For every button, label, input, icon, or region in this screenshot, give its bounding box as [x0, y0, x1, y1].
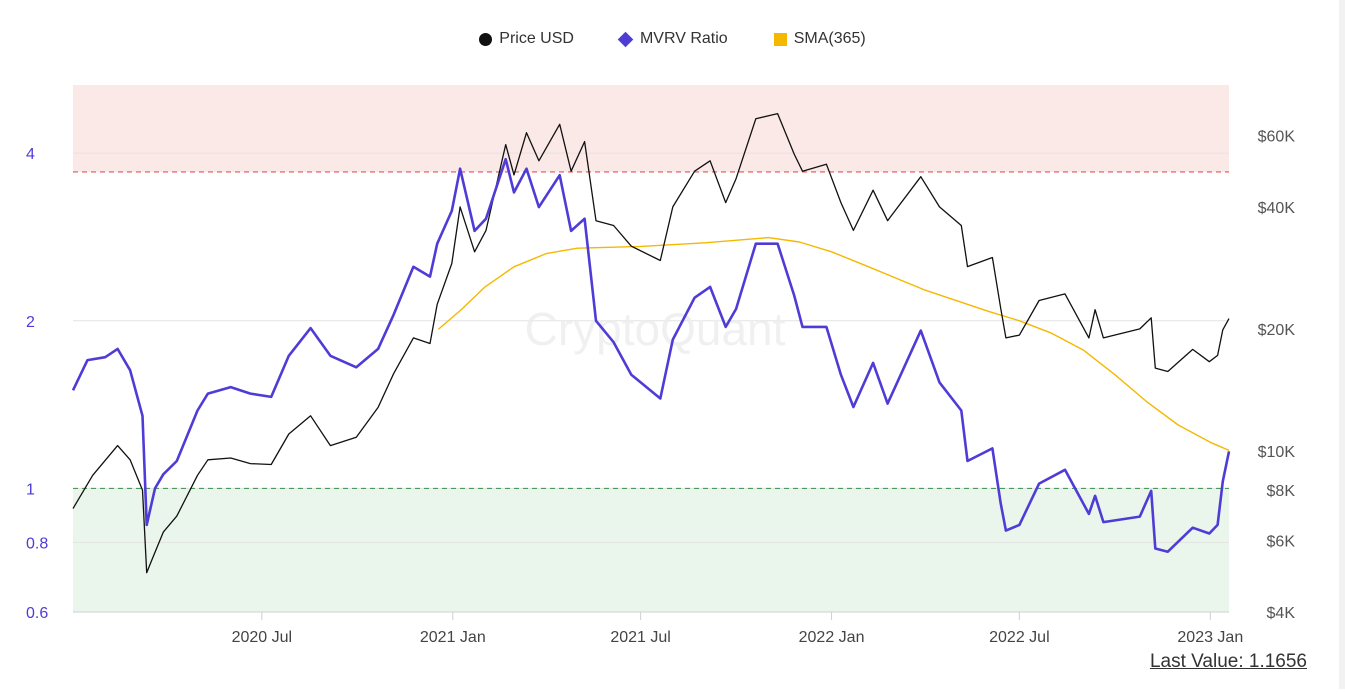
diamond-icon: [617, 31, 634, 47]
square-icon: [773, 32, 787, 46]
circle-icon: [479, 32, 493, 46]
left-tick-label-0: 0.6: [26, 605, 48, 622]
right-tick-label-5: $40K: [1258, 200, 1296, 217]
left-tick-label-4: 4: [26, 146, 35, 163]
x-tick-label-2: 2021 Jul: [610, 629, 671, 646]
scrollbar[interactable]: [1339, 0, 1345, 689]
x-tick-label-4: 2022 Jul: [989, 629, 1050, 646]
legend-label-sma: SMA(365): [793, 30, 866, 47]
right-tick-label-0: $4K: [1267, 605, 1296, 622]
right-tick-label-3: $10K: [1258, 444, 1296, 461]
undervalued-zone: [73, 488, 1229, 612]
legend: Price USD MVRV Ratio SMA(365): [0, 30, 1345, 48]
right-tick-label-1: $6K: [1267, 534, 1296, 551]
left-tick-label-2: 1: [26, 481, 35, 498]
x-tick-label-0: 2020 Jul: [232, 629, 293, 646]
x-tick-label-5: 2023 Jan: [1177, 629, 1243, 646]
x-tick-label-3: 2022 Jan: [799, 629, 865, 646]
right-tick-label-6: $60K: [1258, 129, 1296, 146]
watermark: CryptoQuant: [525, 303, 786, 355]
left-tick-label-1: 0.8: [26, 535, 48, 552]
legend-label-price: Price USD: [499, 30, 574, 47]
legend-item-price[interactable]: Price USD: [479, 30, 574, 48]
watermark-logo: CryptoQuant: [525, 303, 786, 355]
series-sma-line[interactable]: [437, 236, 1230, 452]
series-price-line[interactable]: [72, 112, 1230, 574]
x-axis: 2020 Jul 2021 Jan 2021 Jul 2022 Jan 2022 Jul…: [232, 612, 1243, 646]
series-layer: [71, 112, 1231, 574]
last-value-label[interactable]: Last Value: 1.1656: [1149, 651, 1307, 672]
right-axis: $4K $6K $8K $10K $20K $40K $60K: [1258, 129, 1296, 622]
right-tick-label-2: $8K: [1267, 483, 1296, 500]
legend-item-sma[interactable]: SMA(365): [773, 30, 866, 48]
series-mvrv-line[interactable]: [71, 157, 1231, 554]
legend-label-mvrv: MVRV Ratio: [639, 30, 728, 47]
legend-item-mvrv[interactable]: MVRV Ratio: [617, 30, 728, 48]
left-axis: 0.6 0.8 1 2 4: [26, 146, 48, 622]
overvalued-zone: [73, 85, 1229, 172]
right-tick-label-4: $20K: [1258, 322, 1296, 339]
left-tick-label-3: 2: [26, 314, 35, 331]
x-tick-label-1: 2021 Jan: [420, 629, 486, 646]
